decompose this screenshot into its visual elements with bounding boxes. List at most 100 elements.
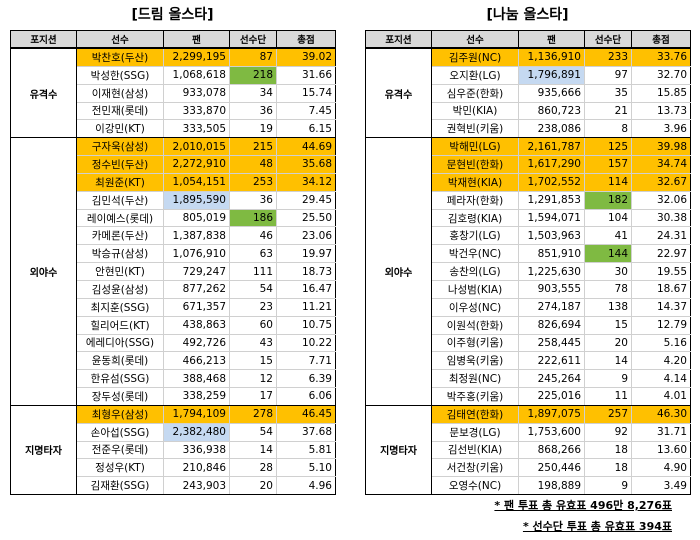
player-name: 이원석(한화): [431, 316, 519, 335]
players-votes: 14: [229, 441, 277, 460]
player-name: 레이예스(롯데): [76, 209, 164, 228]
fan-votes: 826,694: [518, 316, 585, 335]
fan-votes: 1,387,838: [163, 226, 230, 246]
player-name: 김재환(SSG): [76, 476, 164, 496]
total-score: 13.73: [631, 102, 691, 121]
vote-notes: * 팬 투표 총 유효표 496만 8,276표 * 선수단 투표 총 유효표 …: [494, 495, 672, 537]
table-row: 유격수 김주원(NC) 1,136,910 233 33.76: [365, 48, 691, 139]
total-score: 6.39: [276, 369, 336, 389]
players-votes: 9: [584, 369, 632, 389]
players-votes: 253: [229, 173, 277, 192]
table-row: 외야수 박해민(LG) 2,161,787 125 39.98: [365, 137, 691, 406]
player-name: 김선빈(KIA): [431, 441, 519, 460]
player-name: 전준우(롯데): [76, 441, 164, 460]
fan-votes: 466,213: [163, 351, 230, 371]
total-score: 18.67: [631, 280, 691, 299]
table-row: 이주형(키움) 258,445 20 5.16: [366, 334, 691, 353]
table-row: 이재현(삼성) 933,078 34 15.74: [11, 84, 336, 103]
fan-votes: 1,225,630: [518, 262, 585, 281]
player-name: 김태연(한화): [431, 405, 519, 424]
player-name: 손아섭(SSG): [76, 423, 164, 442]
players-votes: 218: [229, 66, 277, 85]
header-players-vote: 선수단: [584, 30, 632, 49]
table-row: 최지훈(SSG) 671,357 23 11.21: [11, 298, 336, 317]
fan-votes: 1,702,552: [518, 173, 585, 192]
players-votes: 41: [584, 226, 632, 246]
players-votes: 63: [229, 244, 277, 264]
players-votes: 21: [584, 102, 632, 121]
player-name: 홍창기(LG): [431, 226, 519, 246]
player-name: 문현빈(한화): [431, 155, 519, 174]
table-row: 임병욱(키움) 222,611 14 4.20: [366, 351, 691, 371]
header-fan: 팬: [163, 30, 230, 49]
table-row: 안현민(KT) 729,247 111 18.73: [11, 262, 336, 281]
fan-votes: 1,054,151: [163, 173, 230, 192]
players-votes: 20: [584, 334, 632, 353]
header-player: 선수: [76, 30, 164, 49]
fan-votes: 671,357: [163, 298, 230, 317]
total-score: 35.68: [276, 155, 336, 174]
table-row: 힐리어드(KT) 438,863 60 10.75: [11, 316, 336, 335]
position-cell: 지명타자: [365, 405, 432, 496]
players-votes: 18: [584, 458, 632, 478]
player-name: 페라자(한화): [431, 191, 519, 210]
players-votes: 54: [229, 423, 277, 442]
fan-votes: 860,723: [518, 102, 585, 121]
fan-votes: 2,299,195: [163, 48, 230, 67]
fan-votes: 1,895,590: [163, 191, 230, 210]
fan-votes: 1,794,109: [163, 405, 230, 424]
fan-votes: 388,468: [163, 369, 230, 389]
table-row: 유격수 박찬호(두산) 2,299,195 87 39.02: [10, 48, 336, 139]
players-votes: 233: [584, 48, 632, 67]
player-name: 박재현(KIA): [431, 173, 519, 192]
fan-votes: 933,078: [163, 84, 230, 103]
total-score: 31.71: [631, 423, 691, 442]
players-votes: 125: [584, 137, 632, 157]
total-score: 16.47: [276, 280, 336, 299]
players-votes: 17: [229, 387, 277, 406]
table-row: 정수빈(두산) 2,272,910 48 35.68: [11, 155, 336, 174]
fan-votes: 2,272,910: [163, 155, 230, 174]
fan-votes: 903,555: [518, 280, 585, 299]
player-name: 오영수(NC): [431, 476, 519, 496]
table-row: 나성범(KIA) 903,555 78 18.67: [366, 280, 691, 299]
players-votes: 78: [584, 280, 632, 299]
header-players-vote: 선수단: [229, 30, 277, 49]
table-row: 이원석(한화) 826,694 15 12.79: [366, 316, 691, 335]
fan-votes: 210,846: [163, 458, 230, 478]
fan-votes: 274,187: [518, 298, 585, 317]
table-row: 송찬의(LG) 1,225,630 30 19.55: [366, 262, 691, 281]
table-row: 심우준(한화) 935,666 35 15.85: [366, 84, 691, 103]
players-votes: 60: [229, 316, 277, 335]
players-votes: 15: [584, 316, 632, 335]
table-row: 박재현(KIA) 1,702,552 114 32.67: [366, 173, 691, 192]
players-votes: 36: [229, 102, 277, 121]
fan-votes: 1,136,910: [518, 48, 585, 67]
players-votes: 28: [229, 458, 277, 478]
player-name: 김주원(NC): [431, 48, 519, 67]
players-votes: 46: [229, 226, 277, 246]
player-name: 나성범(KIA): [431, 280, 519, 299]
player-name: 심우준(한화): [431, 84, 519, 103]
players-votes: 182: [584, 191, 632, 210]
total-score: 34.12: [276, 173, 336, 192]
fan-votes: 1,617,290: [518, 155, 585, 174]
fan-votes: 877,262: [163, 280, 230, 299]
total-score: 25.50: [276, 209, 336, 228]
players-votes: 104: [584, 209, 632, 228]
player-name: 김성윤(삼성): [76, 280, 164, 299]
total-score: 19.97: [276, 244, 336, 264]
fan-votes: 2,161,787: [518, 137, 585, 157]
position-cell: 외야수: [365, 137, 432, 406]
fan-votes: 338,259: [163, 387, 230, 406]
player-name: 최지훈(SSG): [76, 298, 164, 317]
total-score: 22.97: [631, 244, 691, 264]
table-row: 전민재(롯데) 333,870 36 7.45: [11, 102, 336, 121]
total-score: 32.06: [631, 191, 691, 210]
player-name: 정수빈(두산): [76, 155, 164, 174]
table-row: 오영수(NC) 198,889 9 3.49: [366, 476, 691, 496]
table-row: 지명타자 최형우(삼성) 1,794,109 278 46.45: [10, 405, 336, 496]
players-votes: 23: [229, 298, 277, 317]
players-votes: 14: [584, 351, 632, 371]
players-votes: 15: [229, 351, 277, 371]
